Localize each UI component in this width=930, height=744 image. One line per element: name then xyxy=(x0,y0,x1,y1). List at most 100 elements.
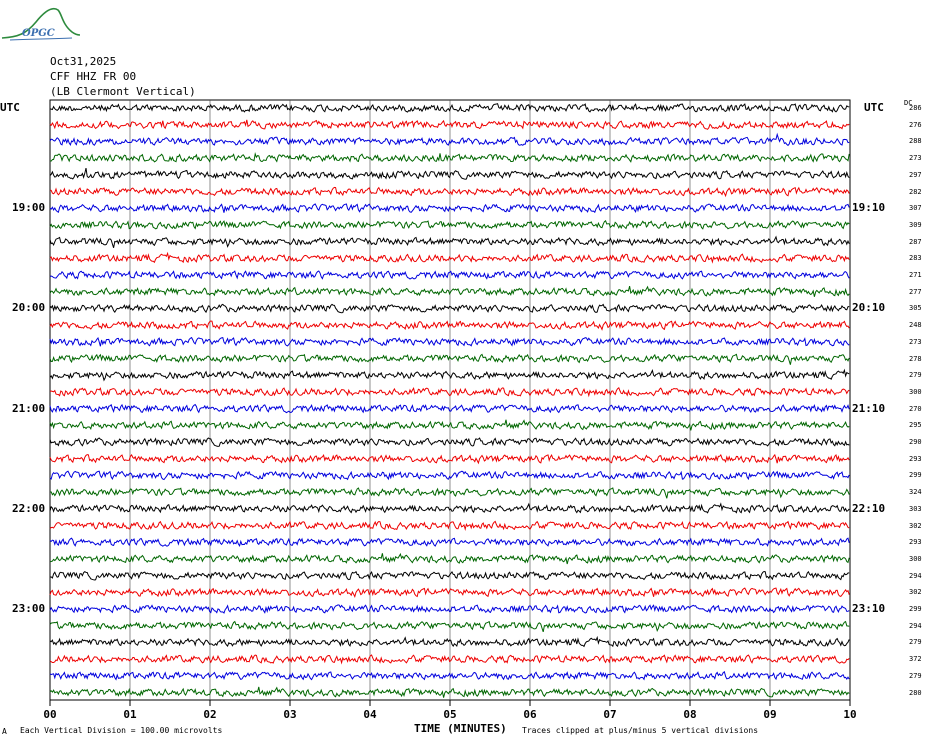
dc-offset-label: 305 xyxy=(909,304,922,313)
dc-offset-label: 273 xyxy=(909,337,922,346)
dc-offset-label: 279 xyxy=(909,671,922,680)
hour-label-right: 21:10 xyxy=(852,401,886,415)
dc-offset-label: 293 xyxy=(909,538,922,547)
x-tick-label: 05 xyxy=(443,708,457,721)
seismic-trace xyxy=(49,635,850,648)
dc-offset-label: 300 xyxy=(909,387,922,396)
x-tick-label: 09 xyxy=(763,708,777,721)
dc-offset-label: 299 xyxy=(909,471,922,480)
dc-offset-label: 299 xyxy=(909,605,922,613)
dc-offset-label: 279 xyxy=(909,371,922,380)
seismic-trace xyxy=(49,387,850,398)
dc-offset-label: 302 xyxy=(909,521,922,530)
hour-label-left: 20:00 xyxy=(12,301,46,315)
dc-offset-label: 277 xyxy=(909,287,922,296)
seismic-trace xyxy=(49,552,850,565)
seismic-trace xyxy=(49,132,850,147)
hour-label-right: 23:10 xyxy=(852,602,886,615)
seismic-trace xyxy=(49,403,850,414)
dc-offset-label: 324 xyxy=(909,488,922,497)
seismic-trace xyxy=(49,235,850,248)
x-tick-label: 07 xyxy=(603,708,617,721)
seismic-trace xyxy=(49,537,850,547)
x-tick-label: 02 xyxy=(203,708,217,721)
station-label: CFF HHZ FR 00 xyxy=(50,70,137,83)
dc-offset-label: 294 xyxy=(909,621,922,630)
seismic-trace xyxy=(49,103,850,113)
location-label: (LB Clermont Vertical) xyxy=(50,85,196,98)
dc-offset-label: 248 xyxy=(909,321,922,330)
dc-offset-label: 286 xyxy=(909,104,922,112)
dc-offset-label: 287 xyxy=(909,237,922,246)
seismic-trace xyxy=(49,151,850,163)
seismic-trace xyxy=(49,520,850,532)
footer-mark: A xyxy=(2,727,7,736)
seismic-trace xyxy=(49,604,850,614)
seismic-trace xyxy=(49,437,850,447)
seismic-trace xyxy=(49,203,850,214)
opgc-logo-icon xyxy=(1,7,80,41)
dc-label: DC xyxy=(904,99,913,107)
x-tick-label: 06 xyxy=(523,708,537,721)
dc-offset-label: 293 xyxy=(909,454,922,463)
seismic-trace xyxy=(49,285,850,297)
vertical-division-note: Each Vertical Division = 100.00 microvol… xyxy=(20,726,223,735)
hour-label-right: 22:10 xyxy=(852,501,886,515)
hour-label-left: 23:00 xyxy=(12,602,46,615)
seismic-trace xyxy=(49,670,850,681)
seismic-trace xyxy=(49,320,850,331)
seismic-trace xyxy=(49,186,850,198)
dc-offset-label: 280 xyxy=(909,688,922,697)
hour-label-left: 21:00 xyxy=(12,401,46,415)
seismic-trace xyxy=(49,270,850,280)
seismic-trace xyxy=(49,654,850,665)
seismic-trace xyxy=(49,453,850,465)
seismic-trace xyxy=(49,219,850,230)
seismic-trace xyxy=(49,368,850,382)
hour-label-right: 19:10 xyxy=(852,201,886,215)
dc-offset-label: 372 xyxy=(909,655,922,664)
dc-offset-label: 278 xyxy=(909,354,922,363)
seismic-trace xyxy=(49,686,850,698)
x-axis-label: TIME (MINUTES) xyxy=(414,722,507,735)
x-tick-label: 04 xyxy=(363,708,377,721)
x-tick-label: 03 xyxy=(283,708,297,721)
seismic-trace xyxy=(49,620,850,633)
seismic-trace xyxy=(49,119,850,130)
logo-text: OPGC xyxy=(22,28,55,39)
dc-offset-label: 309 xyxy=(909,220,922,229)
dc-offset-label: 295 xyxy=(909,421,922,430)
seismic-trace xyxy=(49,487,850,499)
dc-offset-label: 283 xyxy=(909,254,922,263)
dc-offset-label: 290 xyxy=(909,438,922,446)
dc-offset-label: 276 xyxy=(909,120,922,129)
hour-label-left: 22:00 xyxy=(12,501,46,515)
dc-offset-label: 282 xyxy=(909,187,922,196)
x-tick-label: 01 xyxy=(123,708,137,721)
seismic-trace xyxy=(49,570,850,581)
x-tick-label: 10 xyxy=(843,708,857,721)
dc-offset-label: 303 xyxy=(909,504,922,513)
seismic-trace xyxy=(49,353,850,365)
seismic-trace xyxy=(49,470,850,481)
dc-offset-label: 300 xyxy=(909,554,922,563)
dc-offset-label: 302 xyxy=(909,588,922,597)
dc-offset-label: 288 xyxy=(909,137,922,146)
seismic-trace xyxy=(49,587,850,599)
seismic-trace xyxy=(49,336,850,347)
dc-offset-label: 279 xyxy=(909,638,922,647)
clipping-note: Traces clipped at plus/minus 5 vertical … xyxy=(522,726,759,735)
seismic-trace xyxy=(49,502,850,514)
dc-offset-label: 307 xyxy=(909,204,922,213)
hour-label-right: 20:10 xyxy=(852,301,886,315)
dc-offset-label: 294 xyxy=(909,571,922,580)
x-tick-label: 08 xyxy=(683,708,697,721)
dc-offset-label: 297 xyxy=(909,170,922,179)
date-label: Oct31,2025 xyxy=(50,55,117,68)
dc-offset-label: 273 xyxy=(909,154,922,163)
utc-left-label: UTC xyxy=(0,101,20,114)
dc-offset-label: 271 xyxy=(909,271,922,279)
hour-label-left: 19:00 xyxy=(12,201,46,215)
utc-right-label: UTC xyxy=(864,101,884,114)
